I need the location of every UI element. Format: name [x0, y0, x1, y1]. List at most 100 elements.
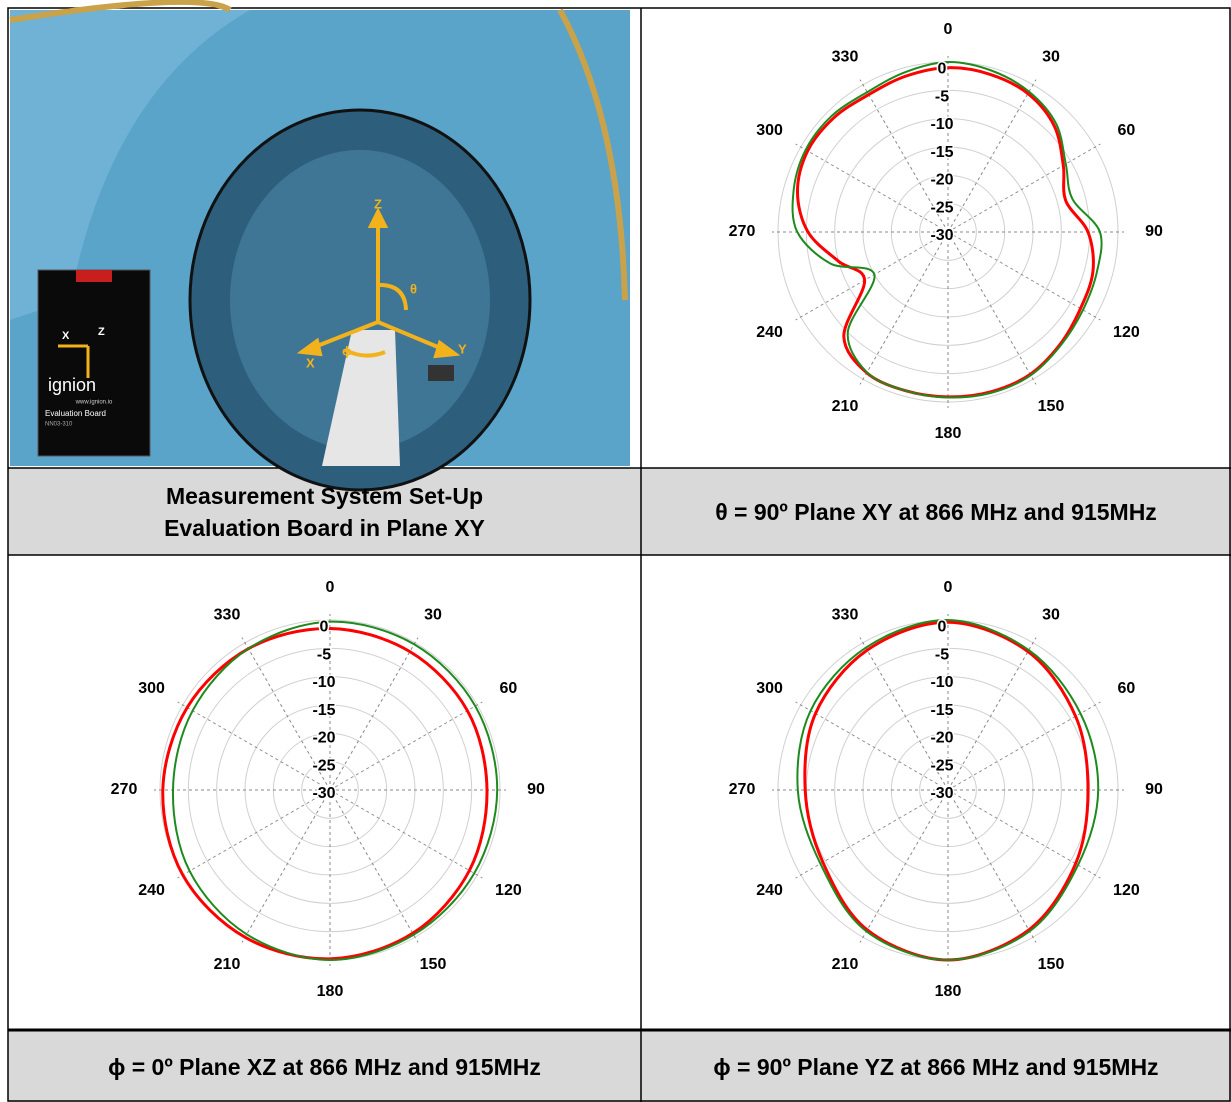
- photo: Z Y X θ ϕ X Z ignion www.ignion.io Evalu…: [9, 0, 630, 492]
- board-url: www.ignion.io: [75, 400, 113, 406]
- angle-tick-label: 330: [832, 48, 859, 65]
- angle-grid-line: [947, 79, 1037, 233]
- angle-tick-label: 60: [500, 680, 518, 697]
- pattern-line: [161, 626, 489, 961]
- radial-tick-label: -15: [312, 702, 335, 719]
- grid-circle: [919, 761, 977, 819]
- grid-circle: [834, 676, 1062, 904]
- radial-tick-label: -5: [935, 646, 949, 663]
- board-model: NN03-310: [45, 422, 73, 428]
- caption: ϕ = 90º Plane YZ at 866 MHz and 915MHz: [641, 1031, 1231, 1102]
- grid-circle: [187, 647, 473, 933]
- angle-grid-line: [795, 701, 949, 791]
- angle-tick-label: 210: [214, 956, 241, 973]
- angle-tick-label: 330: [214, 606, 241, 623]
- grid-circle: [919, 203, 977, 261]
- grid-circle: [216, 676, 444, 904]
- evaluation-board: X Z ignion www.ignion.io Evaluation Boar…: [37, 269, 151, 457]
- angle-tick-label: 0: [944, 579, 953, 596]
- chart-title: ϕ = 90º Plane YZ at 866 MHz and 915MHz: [713, 1053, 1159, 1080]
- angle-grid-line: [329, 789, 419, 943]
- angle-grid-line: [947, 231, 1101, 321]
- angle-tick-label: 240: [756, 882, 783, 899]
- radial-tick-label: -20: [312, 730, 335, 747]
- angle-tick-label: 90: [527, 781, 545, 798]
- radial-tick-label: -30: [930, 227, 953, 244]
- angle-tick-label: 0: [326, 579, 335, 596]
- angle-grid-line: [795, 143, 949, 233]
- caption: θ = 90º Plane XY at 866 MHz and 915MHz: [641, 468, 1231, 555]
- positioner: [322, 330, 400, 466]
- absorbers: [230, 150, 490, 450]
- axis-label: Y: [458, 341, 467, 356]
- angle-tick-label: 0: [944, 21, 953, 38]
- radial-tick-label: -25: [930, 199, 953, 216]
- radial-tick-label: -5: [935, 88, 949, 105]
- radial-tick-label: -15: [930, 144, 953, 161]
- axis-label: ϕ: [342, 343, 352, 358]
- grid-circle: [834, 118, 1062, 346]
- angle-tick-label: 30: [424, 606, 442, 623]
- angle-tick-label: 210: [832, 956, 859, 973]
- radial-tick-label: 0: [938, 619, 947, 636]
- caption: Measurement System Set-Up Evaluation Boa…: [8, 468, 641, 555]
- polar-chart: 0 30 60 90 120 150 180 210 240 270 300 330 -30 -25 -20…: [729, 21, 1163, 442]
- radial-tick-label: 0: [938, 61, 947, 78]
- chart-title: θ = 90º Plane XY at 866 MHz and 915MHz: [715, 498, 1157, 525]
- board-axis-label: Z: [98, 326, 105, 338]
- chart-title: ϕ = 0º Plane XZ at 866 MHz and 915MHz: [108, 1053, 541, 1080]
- angle-grid-line: [329, 701, 483, 791]
- angle-tick-label: 240: [138, 882, 165, 899]
- grid-circle: [301, 761, 359, 819]
- caption: ϕ = 0º Plane XZ at 866 MHz and 915MHz: [8, 1031, 641, 1102]
- angle-tick-label: 120: [495, 882, 522, 899]
- angle-tick-label: 270: [729, 223, 756, 240]
- angle-tick-label: 150: [420, 956, 447, 973]
- angle-tick-label: 180: [935, 425, 962, 442]
- angle-grid-line: [795, 789, 949, 879]
- board-axes: [58, 344, 90, 378]
- radial-tick-label: -5: [317, 646, 331, 663]
- angle-grid-line: [329, 789, 483, 879]
- angle-grid-line: [795, 231, 949, 321]
- radial-tick-label: -20: [930, 730, 953, 747]
- angle-grid-line: [177, 789, 331, 879]
- angle-tick-label: 300: [756, 680, 783, 697]
- board-brand: ignion: [48, 375, 96, 395]
- radial-tick-label: -25: [930, 757, 953, 774]
- angle-tick-label: 330: [832, 606, 859, 623]
- angle-grid-line: [947, 231, 1037, 385]
- angle-grid-line: [859, 79, 949, 233]
- axis-label: θ: [410, 281, 417, 296]
- chamber-rim: [9, 0, 232, 23]
- angle-grid-line: [947, 789, 1037, 943]
- angle-grid-line: [329, 637, 419, 791]
- radial-tick-label: -10: [312, 674, 335, 691]
- board-title: Evaluation Board: [45, 409, 106, 418]
- angle-tick-label: 300: [138, 680, 165, 697]
- angle-tick-label: 150: [1038, 956, 1065, 973]
- angle-tick-label: 210: [832, 398, 859, 415]
- angle-tick-label: 60: [1118, 122, 1136, 139]
- radial-tick-label: -15: [930, 702, 953, 719]
- board-axis-label: X: [62, 330, 70, 342]
- pattern-line: [796, 618, 1100, 962]
- angle-tick-label: 60: [1118, 680, 1136, 697]
- board-connector: [76, 270, 112, 282]
- pattern-line: [171, 620, 499, 962]
- radial-tick-label: -30: [312, 785, 335, 802]
- axis-arrows: [296, 207, 461, 359]
- angle-grid-line: [859, 789, 949, 943]
- angle-tick-label: 120: [1113, 324, 1140, 341]
- axis-label: Z: [374, 196, 382, 211]
- angle-tick-label: 180: [935, 983, 962, 1000]
- caption-line: Evaluation Board in Plane XY: [164, 514, 485, 541]
- angle-grid-line: [859, 637, 949, 791]
- caption-line: Measurement System Set-Up: [166, 482, 483, 509]
- angle-tick-label: 90: [1145, 781, 1163, 798]
- radial-tick-label: -20: [930, 172, 953, 189]
- radial-tick-label: 0: [320, 619, 329, 636]
- angle-grid-line: [947, 143, 1101, 233]
